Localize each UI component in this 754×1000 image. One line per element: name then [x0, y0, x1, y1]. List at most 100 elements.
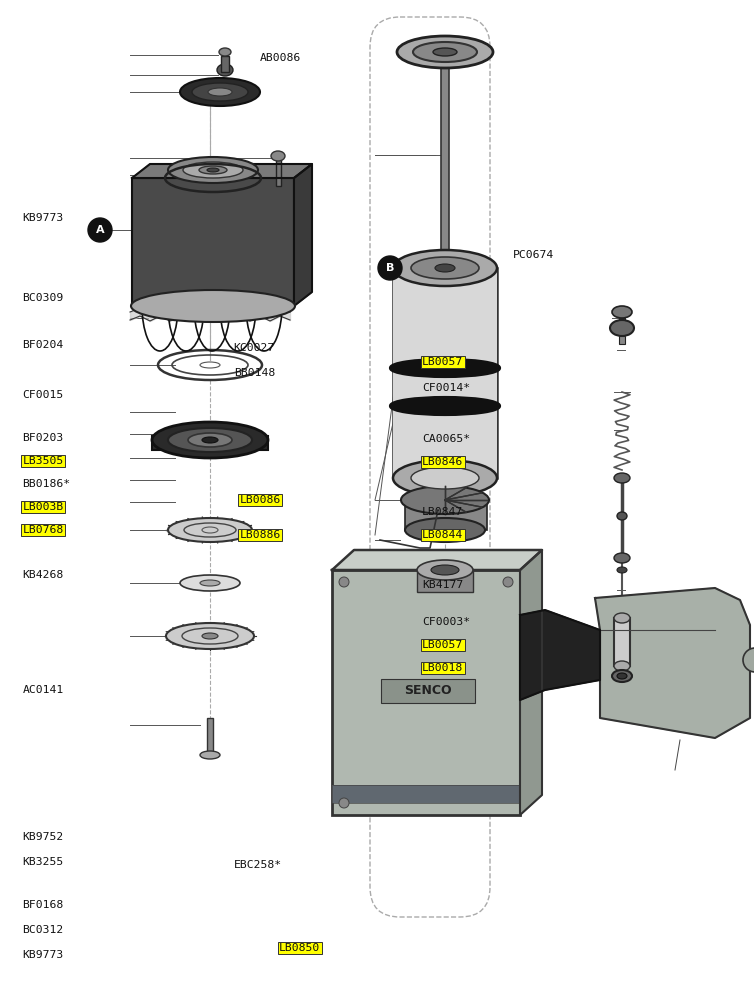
Ellipse shape: [168, 428, 252, 452]
Ellipse shape: [168, 157, 258, 183]
Bar: [152, 436, 268, 450]
Bar: [332, 785, 520, 803]
Text: CF0014*: CF0014*: [422, 383, 470, 393]
Circle shape: [378, 256, 402, 280]
Ellipse shape: [431, 565, 459, 575]
Text: CF0015: CF0015: [23, 390, 64, 400]
Text: BC0309: BC0309: [23, 293, 64, 303]
Text: BC0312: BC0312: [23, 925, 64, 935]
Bar: [332, 570, 520, 815]
Text: BB0148: BB0148: [234, 368, 275, 378]
Text: LB0018: LB0018: [422, 663, 464, 673]
Ellipse shape: [188, 433, 232, 447]
Ellipse shape: [405, 518, 485, 542]
Ellipse shape: [131, 290, 295, 322]
Text: LB0844: LB0844: [422, 530, 464, 540]
Polygon shape: [132, 164, 312, 178]
Ellipse shape: [391, 398, 499, 414]
Text: LB0846: LB0846: [422, 457, 464, 467]
Ellipse shape: [397, 36, 493, 68]
Text: KC0027: KC0027: [234, 343, 275, 353]
Ellipse shape: [617, 567, 627, 573]
Ellipse shape: [393, 250, 497, 286]
Text: LB0768: LB0768: [23, 525, 64, 535]
Text: LB3505: LB3505: [23, 456, 64, 466]
Ellipse shape: [180, 575, 240, 591]
Text: KB4268: KB4268: [23, 570, 64, 580]
Ellipse shape: [200, 580, 220, 586]
Polygon shape: [595, 588, 750, 738]
Ellipse shape: [192, 83, 248, 101]
Ellipse shape: [208, 88, 232, 96]
Text: BF0168: BF0168: [23, 900, 64, 910]
Text: LB0850: LB0850: [279, 943, 320, 953]
Bar: [441, 64, 449, 264]
Ellipse shape: [411, 257, 479, 279]
Ellipse shape: [219, 48, 231, 56]
Ellipse shape: [202, 633, 218, 639]
Bar: [132, 178, 294, 306]
Text: LB0057: LB0057: [422, 357, 464, 367]
Ellipse shape: [152, 422, 268, 458]
Text: BF0204: BF0204: [23, 340, 64, 350]
Ellipse shape: [413, 42, 477, 62]
Polygon shape: [520, 610, 600, 700]
Circle shape: [339, 798, 349, 808]
Ellipse shape: [612, 670, 632, 682]
Ellipse shape: [199, 166, 227, 174]
Bar: [393, 268, 497, 478]
Text: B: B: [386, 263, 394, 273]
Text: LB0086: LB0086: [240, 495, 281, 505]
Ellipse shape: [401, 486, 489, 514]
Ellipse shape: [617, 673, 627, 679]
Text: KB3255: KB3255: [23, 857, 64, 867]
Ellipse shape: [617, 512, 627, 520]
Bar: [417, 570, 473, 592]
Ellipse shape: [612, 306, 632, 318]
Ellipse shape: [614, 613, 630, 623]
FancyBboxPatch shape: [381, 679, 475, 703]
Ellipse shape: [614, 473, 630, 483]
Ellipse shape: [207, 168, 219, 172]
Circle shape: [339, 577, 349, 587]
Ellipse shape: [417, 560, 473, 580]
Polygon shape: [520, 550, 542, 815]
Bar: [276, 158, 281, 186]
Circle shape: [503, 577, 513, 587]
Text: BF0203: BF0203: [23, 433, 64, 443]
Text: LB0847: LB0847: [422, 507, 464, 517]
Ellipse shape: [391, 360, 499, 376]
Ellipse shape: [183, 162, 243, 178]
Text: LB0886: LB0886: [240, 530, 281, 540]
Bar: [207, 718, 213, 754]
Text: KB4177: KB4177: [422, 580, 464, 590]
Ellipse shape: [200, 751, 220, 759]
Text: LB0057: LB0057: [422, 640, 464, 650]
Bar: [619, 336, 625, 344]
Ellipse shape: [180, 78, 260, 106]
Text: KB9773: KB9773: [23, 950, 64, 960]
Ellipse shape: [610, 320, 634, 336]
Bar: [619, 318, 625, 328]
Text: EBC258*: EBC258*: [234, 860, 282, 870]
Circle shape: [88, 218, 112, 242]
Ellipse shape: [202, 437, 218, 443]
Text: CF0003*: CF0003*: [422, 617, 470, 627]
Text: CA0065*: CA0065*: [422, 434, 470, 444]
Bar: [221, 56, 229, 72]
Text: BB0186*: BB0186*: [23, 479, 71, 489]
Bar: [332, 785, 520, 803]
Ellipse shape: [614, 553, 630, 563]
Text: LB003B: LB003B: [23, 502, 64, 512]
Text: KB9752: KB9752: [23, 832, 64, 842]
Bar: [405, 500, 487, 530]
Ellipse shape: [271, 151, 285, 161]
Circle shape: [743, 648, 754, 672]
Text: AB0086: AB0086: [260, 53, 302, 63]
Text: A: A: [96, 225, 104, 235]
Ellipse shape: [217, 64, 233, 76]
Ellipse shape: [433, 48, 457, 56]
Ellipse shape: [393, 460, 497, 496]
Text: SENCO: SENCO: [404, 684, 452, 698]
Ellipse shape: [435, 264, 455, 272]
